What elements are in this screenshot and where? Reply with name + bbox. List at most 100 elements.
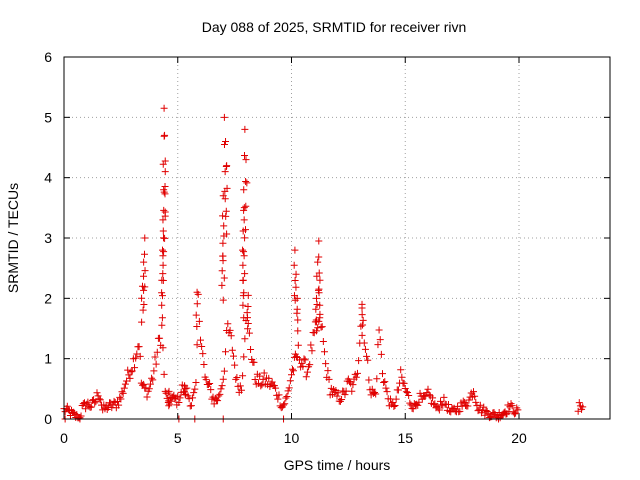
data-point <box>77 412 85 420</box>
data-point <box>190 389 198 397</box>
data-point <box>313 272 321 280</box>
data-point <box>191 385 199 393</box>
data-point <box>409 405 417 413</box>
data-point <box>139 306 147 314</box>
data-point <box>160 206 168 214</box>
y-tick-label: 5 <box>44 109 52 125</box>
data-point <box>256 372 264 380</box>
data-point <box>220 113 228 121</box>
data-point <box>241 234 249 242</box>
data-point <box>377 350 385 358</box>
data-point <box>404 389 412 397</box>
data-point <box>401 384 409 392</box>
data-point <box>222 348 230 356</box>
data-point <box>379 370 386 378</box>
data-point <box>195 317 203 325</box>
data-point <box>227 332 235 340</box>
data-point <box>239 261 247 269</box>
data-point <box>241 335 249 343</box>
data-point <box>317 323 325 331</box>
data-point <box>375 326 383 334</box>
data-point <box>338 395 346 403</box>
data-point <box>141 267 149 275</box>
y-tick-label: 3 <box>44 230 52 246</box>
data-point <box>268 378 276 386</box>
data-point <box>138 294 146 302</box>
data-point <box>251 376 259 384</box>
data-point <box>218 267 226 275</box>
x-axis-label: GPS time / hours <box>284 457 391 473</box>
data-point <box>319 338 327 346</box>
data-point <box>318 323 326 331</box>
data-point <box>148 374 156 382</box>
grid <box>64 57 610 419</box>
data-point <box>220 367 228 375</box>
data-point <box>265 374 273 382</box>
data-point <box>189 394 197 402</box>
data-point <box>84 398 92 406</box>
data-point <box>199 350 207 358</box>
data-point <box>414 401 422 409</box>
data-point <box>244 320 252 328</box>
data-point <box>391 402 399 410</box>
data-point <box>240 248 248 256</box>
data-point <box>219 212 227 220</box>
data-point <box>334 389 342 397</box>
data-point <box>219 192 227 200</box>
data-point <box>283 392 291 400</box>
data-point <box>433 402 441 410</box>
data-point <box>247 346 255 354</box>
data-point <box>281 400 289 408</box>
data-point <box>464 402 472 410</box>
data-point <box>151 353 159 361</box>
data-point <box>175 398 183 406</box>
y-tick-label: 6 <box>44 49 52 65</box>
data-point <box>143 393 151 401</box>
data-point <box>232 375 240 383</box>
data-point <box>293 305 301 313</box>
data-point <box>158 321 166 329</box>
data-point <box>158 289 166 297</box>
data-point <box>164 389 172 397</box>
x-tick-label: 5 <box>174 430 182 446</box>
y-tick-label: 0 <box>44 411 52 427</box>
data-point <box>192 379 200 387</box>
data-point <box>402 388 410 396</box>
data-point <box>206 380 214 388</box>
data-point <box>131 364 139 372</box>
data-point <box>240 216 248 224</box>
data-point <box>242 156 250 164</box>
data-point <box>233 373 241 381</box>
data-point <box>202 376 210 384</box>
data-point <box>312 327 320 335</box>
data-point <box>207 386 215 394</box>
data-point <box>239 372 247 380</box>
data-point <box>138 282 146 290</box>
data-point <box>136 352 144 360</box>
data-point <box>161 168 169 176</box>
data-point <box>159 216 167 224</box>
data-point <box>193 323 201 331</box>
data-point <box>161 234 169 242</box>
data-point <box>126 374 134 382</box>
x-tick-label: 0 <box>60 430 68 446</box>
data-point <box>361 345 369 353</box>
data-point <box>341 391 349 399</box>
data-point <box>165 387 173 395</box>
data-point <box>239 246 247 254</box>
data-point <box>358 331 366 339</box>
data-point <box>348 387 356 395</box>
data-point <box>161 131 169 139</box>
data-point <box>358 311 366 319</box>
data-point <box>242 202 250 210</box>
data-point <box>156 334 164 342</box>
data-point <box>212 396 220 404</box>
data-point <box>308 347 316 355</box>
data-point <box>382 384 390 392</box>
data-point <box>161 190 169 198</box>
data-point <box>381 378 389 386</box>
data-point <box>293 294 301 302</box>
data-point <box>219 239 227 247</box>
